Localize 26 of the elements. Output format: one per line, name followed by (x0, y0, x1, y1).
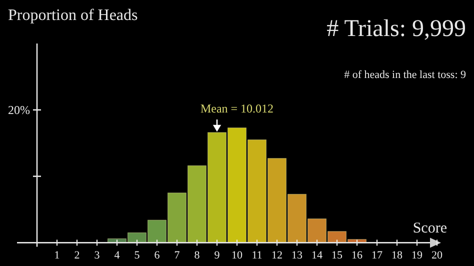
x-tick-label: 1 (54, 250, 60, 262)
x-tick-label: 15 (332, 250, 343, 262)
x-tick-label: 2 (74, 250, 80, 262)
x-tick-label: 20 (432, 250, 443, 262)
x-tick-label: 7 (174, 250, 180, 262)
x-tick-label: 4 (114, 250, 120, 262)
x-axis-title: Score (412, 220, 448, 237)
x-tick-label: 18 (392, 250, 403, 262)
y-axis-title: Proportion of Heads (8, 7, 138, 24)
x-tick-label: 12 (272, 250, 282, 262)
x-tick-label: 10 (232, 250, 243, 262)
text: # Trials: 9,999 (326, 16, 466, 42)
x-tick-label: 6 (154, 250, 160, 262)
x-tick-label: 9 (214, 250, 220, 262)
x-tick-label: 3 (94, 250, 100, 262)
y-tick-label: 20% (8, 103, 30, 118)
x-tick-label: 5 (134, 250, 140, 262)
x-tick-label: 8 (194, 250, 200, 262)
x-tick-label: 19 (412, 250, 423, 262)
x-tick-label: 14 (312, 250, 323, 262)
x-tick-label: 13 (292, 250, 303, 262)
x-tick-label: 17 (372, 250, 383, 262)
x-tick-label: 16 (352, 250, 363, 262)
annotation: # of heads in the last toss: 9 (344, 69, 466, 81)
annotation: Mean = 10.012 (200, 101, 274, 116)
x-tick-label: 11 (252, 250, 262, 262)
